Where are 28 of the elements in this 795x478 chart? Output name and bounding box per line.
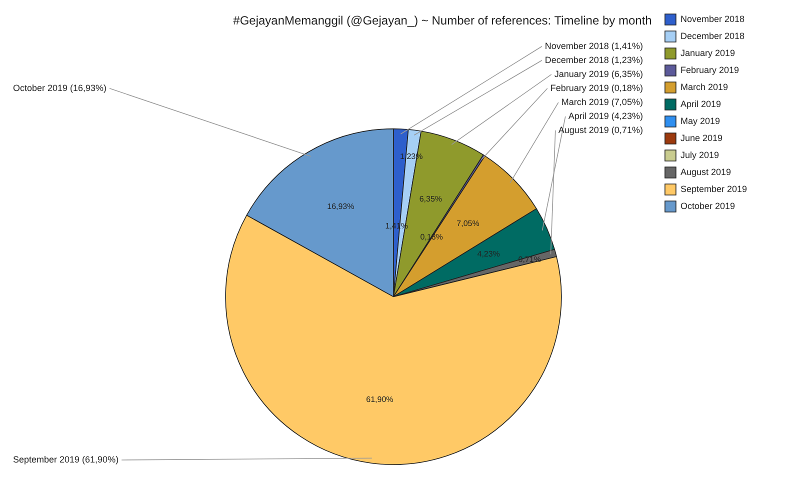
text: March 2019 (7,05%) [561,96,643,107]
legend-label: February 2019 [680,64,739,75]
legend-label: August 2019 [680,166,731,177]
data-label: 1,23% [400,152,423,162]
legend-label: March 2019 [680,82,728,92]
legend-label: September 2019 [680,184,747,194]
legend-label: April 2019 [680,98,721,109]
data-label: 7,05% [456,219,480,228]
text: February 2019 (0,18%) [550,82,643,93]
text: October 2019 (16,93%) [13,82,107,93]
chart-title: #GejayanMemanggil (@Gejayan_) ~ Number of references: Timeline by month [233,14,652,28]
data-label: 16,93% [327,202,354,212]
legend-label: May 2019 [680,116,720,126]
text: January 2019 (6,35%) [554,68,643,79]
data-label: 4,23% [477,250,500,259]
text: August 2019 (0,71%) [558,124,643,135]
text: December 2018 (1,23%) [544,54,643,65]
legend-label: July 2019 [680,150,719,160]
legend-label: December 2018 [680,30,744,41]
text: November 2018 (1,41%) [544,40,643,51]
text: September 2019 (61,90%) [13,454,119,464]
legend-label: October 2019 [680,200,735,211]
text: April 2019 (4,23%) [568,110,643,121]
data-label: 61,90% [366,395,394,404]
legend-label: November 2018 [680,14,744,24]
legend-label: January 2019 [680,48,735,58]
legend-label: June 2019 [680,132,722,143]
data-label: 6,35% [419,194,442,204]
